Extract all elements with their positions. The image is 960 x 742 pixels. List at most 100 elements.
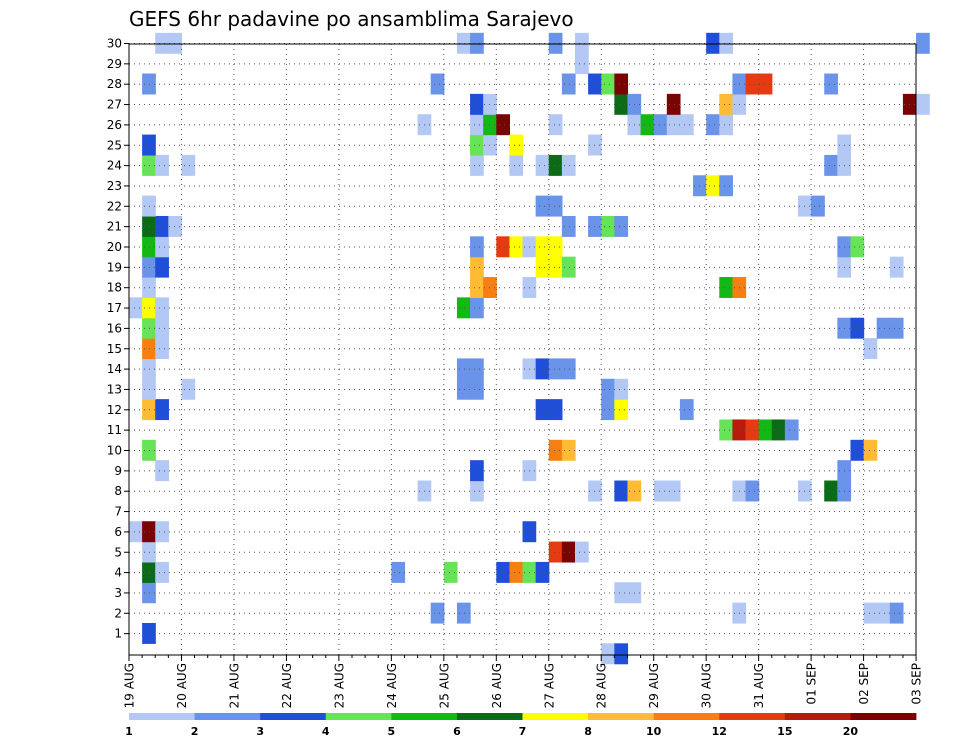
heatmap-cell xyxy=(614,480,629,502)
heatmap-cell xyxy=(601,399,615,421)
heatmap-cell xyxy=(142,236,156,258)
heatmap-cell xyxy=(653,114,668,136)
colorbar-segment xyxy=(456,713,523,720)
heatmap-cell xyxy=(155,154,169,176)
heatmap-cell xyxy=(456,378,471,400)
heatmap-cell xyxy=(142,256,156,278)
heatmap-cell xyxy=(575,32,589,54)
heatmap-cell xyxy=(548,439,563,461)
heatmap-cell xyxy=(129,297,143,319)
heatmap-cell xyxy=(719,32,734,54)
heatmap-cell xyxy=(443,561,458,583)
x-tick-label: 29 AUG xyxy=(647,663,661,708)
heatmap-cell xyxy=(181,154,196,176)
heatmap-cell xyxy=(548,32,563,54)
x-tick-label: 22 AUG xyxy=(280,663,294,708)
heatmap-cell xyxy=(181,378,196,400)
heatmap-cell xyxy=(679,399,694,421)
heatmap-cell xyxy=(548,154,563,176)
heatmap-cell xyxy=(456,32,471,54)
heatmap-cell xyxy=(155,460,169,482)
heatmap-cell xyxy=(666,480,681,502)
heatmap-cell xyxy=(889,602,904,624)
heatmap-cell xyxy=(496,561,511,583)
heatmap-cell xyxy=(142,399,156,421)
heatmap-cell xyxy=(548,358,563,380)
heatmap-cell xyxy=(850,317,865,339)
heatmap-cell xyxy=(614,215,629,237)
y-tick-label: 29 xyxy=(107,57,122,71)
heatmap-cell xyxy=(509,134,524,156)
y-tick-label: 14 xyxy=(107,362,122,376)
heatmap-cell xyxy=(850,236,865,258)
x-tick-label: 25 AUG xyxy=(437,663,451,708)
x-tick-label: 21 AUG xyxy=(227,663,241,708)
y-tick-label: 28 xyxy=(107,77,122,91)
heatmap-cell xyxy=(548,256,563,278)
x-tick-label: 30 AUG xyxy=(700,663,714,708)
heatmap-cell xyxy=(155,317,169,339)
colorbar-segment xyxy=(653,713,720,720)
heatmap-cell xyxy=(142,154,156,176)
heatmap-cell xyxy=(561,215,576,237)
heatmap-cell xyxy=(483,93,497,115)
heatmap-cell xyxy=(640,114,655,136)
colorbar-label: 12 xyxy=(712,725,727,738)
x-axis: 19 AUG 20 AUG 21 AUG 22 AUG 23 AUG 24 AUG 25 A… xyxy=(123,655,924,708)
heatmap-cell xyxy=(575,541,589,563)
heatmap-cell xyxy=(548,399,563,421)
heatmap-cell xyxy=(916,93,930,115)
heatmap-cell xyxy=(470,480,484,502)
y-tick-label: 22 xyxy=(107,199,122,213)
heatmap-cell xyxy=(561,541,576,563)
heatmap-cell xyxy=(142,277,156,298)
heatmap-cell xyxy=(142,73,156,95)
heatmap-cell xyxy=(535,561,550,583)
colorbar-label: 4 xyxy=(322,725,330,738)
x-tick-label: 28 AUG xyxy=(595,663,609,708)
colorbar-segment xyxy=(260,713,327,720)
colorbar-label: 6 xyxy=(453,725,461,738)
heatmap-cell xyxy=(561,154,576,176)
x-tick-label: 23 AUG xyxy=(332,663,346,708)
heatmap-cell xyxy=(548,195,563,217)
heatmap-cell xyxy=(496,236,511,258)
heatmap-cell xyxy=(889,317,904,339)
heatmap-cell xyxy=(666,114,681,136)
heatmap-cell xyxy=(719,419,734,441)
y-axis: 1234567891011121314151617181920212223242… xyxy=(107,37,129,641)
y-tick-label: 3 xyxy=(114,586,122,600)
heatmap-cell xyxy=(142,317,156,339)
heatmap-cell xyxy=(391,561,406,583)
heatmap-cell xyxy=(155,256,169,278)
y-tick-label: 23 xyxy=(107,179,122,193)
heatmap-cell xyxy=(470,358,484,380)
y-tick-label: 15 xyxy=(107,342,122,356)
heatmap-cell xyxy=(155,521,169,543)
heatmap-cell xyxy=(548,114,563,136)
colorbar-label: 15 xyxy=(777,725,792,738)
heatmap-cell xyxy=(706,32,720,54)
heatmap-cell xyxy=(483,277,497,298)
heatmap-cell xyxy=(614,582,629,604)
colorbar-segment xyxy=(588,713,655,720)
heatmap-cell xyxy=(142,338,156,360)
heatmap-cell xyxy=(509,236,524,258)
heatmap-cell xyxy=(614,399,629,421)
y-tick-label: 26 xyxy=(107,118,122,132)
heatmap-cell xyxy=(876,317,891,339)
colorbar-label: 7 xyxy=(519,725,527,738)
heatmap-cell xyxy=(535,256,550,278)
heatmap-cell xyxy=(889,256,904,278)
heatmap-cell xyxy=(771,419,786,441)
x-tick-label: 01 SEP xyxy=(805,663,819,705)
heatmap-cell xyxy=(666,93,681,115)
heatmap-cell xyxy=(535,358,550,380)
heatmap-cell xyxy=(129,521,143,543)
heatmap-cell xyxy=(561,256,576,278)
heatmap-cell xyxy=(168,32,183,54)
y-tick-label: 20 xyxy=(107,240,122,254)
y-tick-label: 10 xyxy=(107,444,122,458)
heatmap-cell xyxy=(916,32,930,54)
heatmap-cell xyxy=(155,338,169,360)
